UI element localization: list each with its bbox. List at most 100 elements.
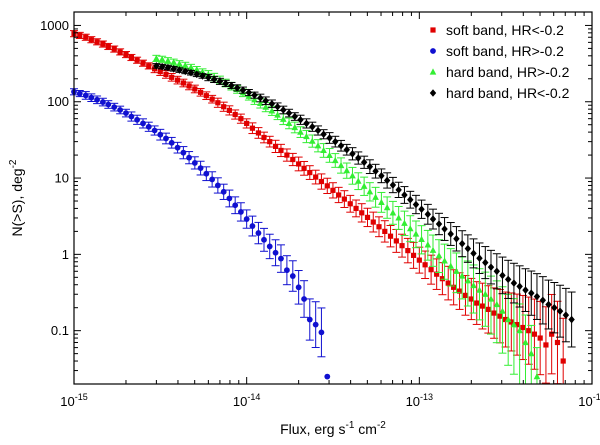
data-point bbox=[337, 161, 345, 169]
data-point bbox=[458, 272, 466, 279]
data-point bbox=[399, 243, 405, 249]
legend-item-0: soft band, HR<-0.2 bbox=[430, 22, 564, 38]
y-axis-label: N(>S), deg-2 bbox=[8, 159, 25, 236]
data-point bbox=[99, 99, 106, 105]
data-point bbox=[528, 289, 535, 297]
data-point bbox=[318, 178, 325, 185]
data-point bbox=[539, 296, 547, 305]
data-point bbox=[389, 209, 397, 216]
data-point bbox=[418, 235, 425, 243]
data-point bbox=[349, 149, 356, 158]
data-point bbox=[354, 177, 362, 184]
data-point bbox=[267, 139, 273, 145]
y-tick-label: 1 bbox=[62, 247, 69, 262]
data-point bbox=[370, 219, 376, 225]
data-point bbox=[533, 373, 541, 380]
data-point bbox=[280, 115, 287, 122]
data-point bbox=[222, 79, 229, 88]
series-circle-1 bbox=[70, 88, 331, 380]
data-point bbox=[406, 225, 414, 232]
series-layer bbox=[70, 30, 576, 385]
data-point bbox=[105, 101, 112, 108]
data-point bbox=[192, 86, 198, 92]
data-point bbox=[470, 281, 477, 289]
data-point bbox=[199, 68, 206, 75]
data-point bbox=[176, 60, 183, 67]
data-point bbox=[134, 57, 140, 63]
data-point bbox=[76, 90, 83, 97]
data-point bbox=[393, 238, 399, 244]
data-point bbox=[174, 144, 181, 151]
data-point bbox=[479, 303, 486, 309]
data-point bbox=[372, 193, 379, 200]
data-point bbox=[187, 63, 195, 70]
data-point bbox=[170, 65, 177, 73]
data-point bbox=[289, 273, 296, 279]
data-point bbox=[297, 128, 304, 135]
data-point bbox=[193, 70, 200, 79]
data-point bbox=[451, 284, 457, 290]
data-point bbox=[383, 203, 391, 211]
data-point bbox=[491, 310, 497, 316]
data-point bbox=[186, 154, 192, 161]
data-point bbox=[220, 188, 227, 195]
data-point bbox=[245, 88, 253, 97]
data-point bbox=[123, 110, 129, 116]
data-point bbox=[527, 350, 535, 357]
data-point bbox=[307, 169, 313, 176]
data-point bbox=[445, 280, 451, 286]
legend-marker-square bbox=[430, 27, 436, 33]
data-point bbox=[233, 84, 241, 92]
data-point bbox=[226, 195, 233, 202]
data-point bbox=[140, 120, 146, 127]
data-point bbox=[549, 331, 555, 337]
data-point bbox=[497, 313, 503, 319]
data-point bbox=[88, 37, 94, 43]
data-point bbox=[435, 220, 443, 228]
data-point bbox=[453, 267, 460, 274]
data-point bbox=[510, 321, 518, 328]
data-point bbox=[209, 96, 215, 102]
data-point bbox=[232, 111, 238, 118]
data-point bbox=[476, 254, 483, 263]
legend-marker-diamond bbox=[429, 89, 437, 97]
data-point bbox=[439, 276, 445, 282]
data-point bbox=[493, 300, 501, 308]
data-point bbox=[556, 307, 564, 315]
data-point bbox=[424, 241, 432, 248]
data-point bbox=[309, 122, 316, 131]
data-point bbox=[395, 186, 402, 194]
data-point bbox=[221, 104, 227, 110]
data-point bbox=[464, 277, 472, 284]
data-point bbox=[226, 107, 232, 114]
data-point bbox=[301, 165, 307, 171]
data-point bbox=[341, 196, 347, 202]
data-point bbox=[482, 258, 489, 267]
plot-area-frame bbox=[73, 11, 593, 385]
data-point bbox=[238, 116, 244, 122]
data-point bbox=[416, 257, 422, 263]
data-point bbox=[372, 167, 379, 175]
data-point bbox=[291, 123, 299, 131]
data-point bbox=[249, 125, 256, 131]
data-point bbox=[187, 68, 195, 77]
data-point bbox=[360, 182, 368, 189]
data-point bbox=[353, 205, 359, 212]
legend-marker-circle bbox=[430, 48, 436, 54]
data-point bbox=[366, 188, 374, 195]
data-point bbox=[153, 54, 160, 61]
data-point bbox=[504, 275, 512, 284]
data-point bbox=[180, 149, 187, 156]
data-point bbox=[77, 32, 83, 39]
data-point bbox=[214, 182, 221, 189]
data-point bbox=[468, 296, 474, 302]
data-point bbox=[290, 156, 296, 163]
data-point bbox=[314, 142, 322, 149]
data-point bbox=[274, 111, 281, 118]
data-point bbox=[83, 34, 89, 40]
data-point bbox=[360, 158, 368, 167]
data-point bbox=[170, 58, 178, 65]
data-point bbox=[278, 255, 284, 262]
data-point bbox=[309, 137, 316, 144]
data-point bbox=[174, 77, 181, 83]
